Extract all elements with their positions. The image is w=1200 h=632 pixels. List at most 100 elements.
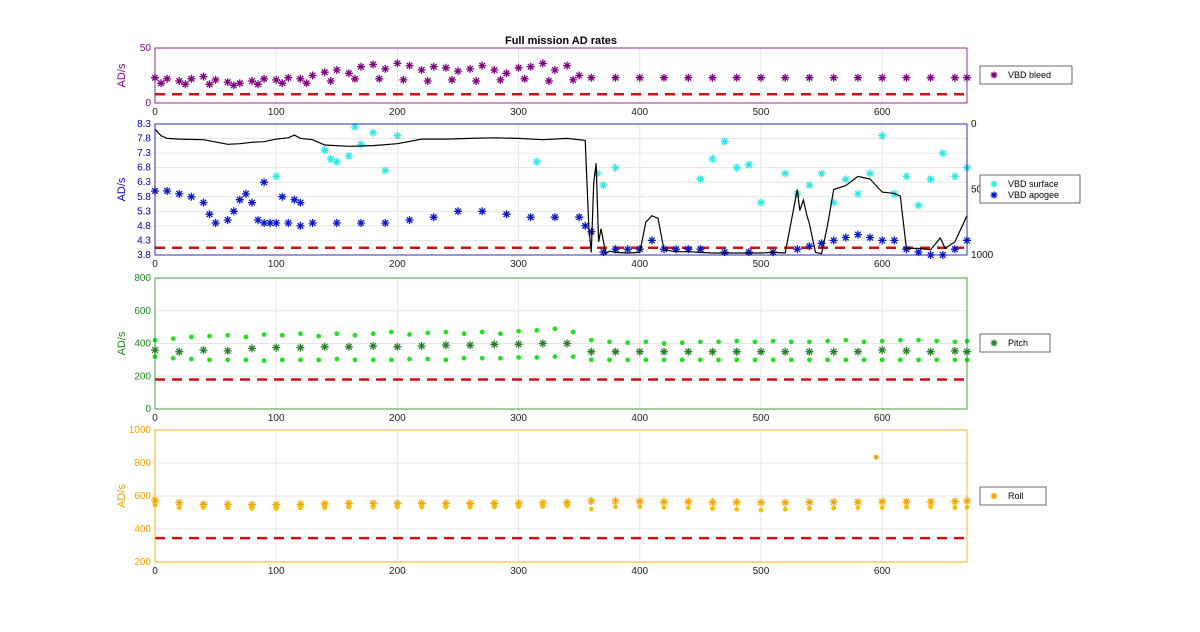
data-point [661, 341, 667, 346]
y-tick-label: 600 [134, 491, 151, 502]
data-point [807, 339, 812, 345]
data-point [229, 207, 238, 216]
data-point [720, 248, 729, 257]
data-point [950, 346, 959, 355]
data-point [550, 213, 559, 222]
legend-box [979, 333, 1051, 353]
data-point [878, 131, 887, 140]
data-point [248, 344, 256, 353]
data-point [302, 79, 311, 88]
x-tick-label: 300 [510, 566, 527, 577]
data-point [346, 504, 352, 510]
data-point [708, 154, 717, 163]
data-point [466, 341, 475, 350]
data-point [708, 73, 717, 82]
data-point [248, 500, 256, 509]
x-tick-label: 600 [874, 566, 891, 577]
data-point [187, 74, 196, 83]
data-point [825, 338, 831, 344]
x-tick-label: 500 [753, 107, 770, 118]
data-point [223, 346, 232, 355]
data-point [902, 497, 911, 506]
data-point [926, 347, 935, 356]
data-point [332, 157, 341, 166]
data-point [817, 239, 826, 248]
data-point [461, 355, 467, 361]
data-point [205, 210, 214, 219]
data-point [853, 230, 862, 239]
y-tick-label: 50 [140, 43, 152, 54]
x-tick-label: 600 [874, 107, 891, 118]
data-point [613, 504, 618, 510]
data-point [734, 506, 740, 512]
data-point [732, 73, 741, 82]
data-point [272, 172, 281, 181]
y-tick-label: 400 [134, 339, 151, 350]
data-point [344, 69, 353, 78]
panel-pitch: 0 100 200 300 400 500 600 0 200 400 600 800 AD/s Pitc… [116, 273, 1051, 424]
y-tick-label: 0 [145, 98, 151, 109]
data-point [417, 66, 426, 74]
data-point [538, 59, 547, 68]
data-point [684, 347, 693, 356]
series-roll-2 [873, 454, 879, 460]
series-roll-0 [151, 496, 971, 509]
y-axis-label: AD/s [116, 331, 128, 355]
data-point [807, 357, 812, 363]
data-point [928, 504, 934, 510]
data-point [322, 505, 328, 510]
data-point [552, 354, 558, 359]
data-point [199, 198, 208, 207]
data-point [498, 355, 503, 361]
data-point [381, 219, 390, 227]
data-point [878, 236, 887, 245]
data-point [296, 343, 305, 352]
data-point [407, 356, 412, 362]
data-point [272, 500, 281, 509]
data-point [235, 79, 244, 88]
data-point [866, 169, 874, 178]
data-point [587, 227, 596, 236]
legend-marker [990, 492, 998, 500]
data-point [879, 505, 885, 510]
data-point [697, 357, 703, 363]
data-point [441, 341, 450, 350]
data-point [393, 131, 402, 140]
series-bleed-0 [151, 59, 971, 88]
x-tick-label: 100 [268, 566, 285, 577]
data-point [720, 137, 729, 146]
data-point [454, 207, 462, 216]
data-point [916, 337, 921, 343]
data-point [696, 175, 705, 184]
data-point [902, 73, 911, 82]
x-tick-label: 200 [389, 259, 406, 270]
data-point [831, 505, 837, 511]
data-point [334, 331, 340, 337]
legend-label: Roll [1008, 491, 1024, 501]
data-point [478, 61, 487, 70]
x-tick-label: 500 [753, 413, 770, 424]
data-point [890, 236, 899, 245]
data-point [635, 347, 644, 356]
series-pitch-1 [152, 326, 970, 346]
data-point [399, 75, 408, 84]
y-tick-label: 7.3 [137, 148, 151, 159]
data-point [635, 245, 644, 254]
series-vbd-2 [154, 128, 968, 255]
data-point [926, 497, 935, 506]
y-axis-label: AD/s [116, 484, 128, 508]
data-point [534, 355, 540, 360]
data-point [570, 329, 576, 335]
legend-marker [990, 71, 998, 79]
data-point [279, 332, 285, 338]
data-point [520, 74, 529, 83]
x-tick-label: 300 [510, 259, 527, 270]
x-tick-label: 200 [389, 413, 406, 424]
data-point [514, 340, 523, 349]
data-point [950, 172, 959, 181]
data-point [369, 499, 378, 508]
data-point [496, 75, 505, 84]
data-point [770, 338, 776, 344]
series-roll-1 [152, 502, 970, 513]
data-point [308, 71, 317, 80]
